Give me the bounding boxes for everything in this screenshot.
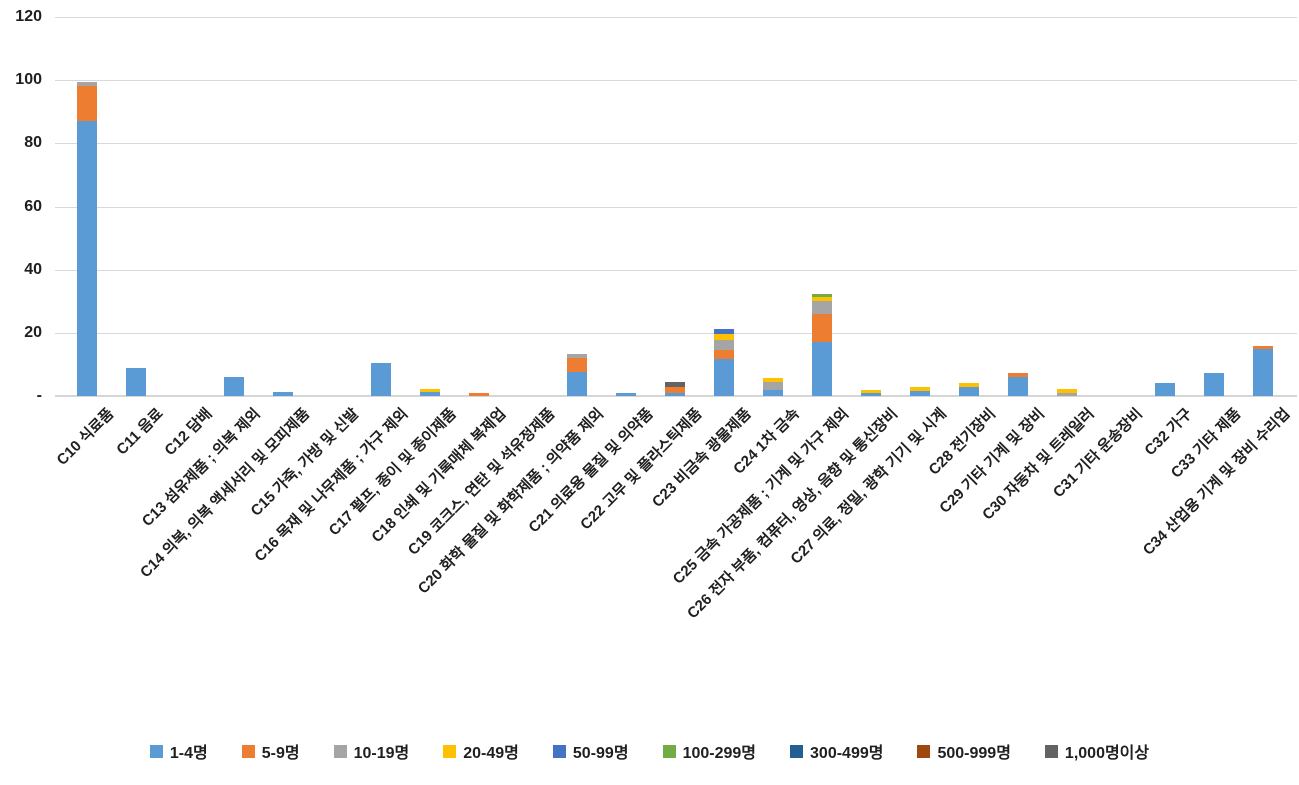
bar-segment — [77, 86, 97, 122]
legend-label: 5-9명 — [261, 745, 300, 762]
bar-segment — [567, 371, 587, 396]
bar-segment — [567, 353, 587, 359]
legend-swatch-icon — [790, 744, 804, 758]
legend-swatch-icon — [149, 744, 163, 758]
bar-segment — [420, 389, 440, 392]
bar-segment — [1253, 348, 1273, 396]
legend-swatch-icon — [552, 744, 566, 758]
bar-segment — [616, 392, 636, 396]
legend-label: 300-499명 — [810, 745, 884, 762]
bar-segment — [812, 300, 832, 315]
bar-segment — [665, 387, 685, 394]
bar-segment — [224, 377, 244, 396]
legend-label: 100-299명 — [682, 745, 757, 762]
bar-segment — [77, 81, 97, 87]
legend-label: 10-19명 — [353, 745, 410, 762]
y-tick-label: 100 — [15, 71, 42, 89]
legend-swatch-icon — [1044, 744, 1058, 758]
bar-segment — [665, 393, 685, 396]
legend-item: 300-499명 — [790, 739, 883, 763]
bar-segment — [273, 392, 293, 396]
legend-item: 1,000명이상 — [1044, 739, 1150, 763]
gridline — [55, 206, 1297, 208]
y-tick-label: 40 — [24, 260, 42, 278]
bar-segment — [1057, 389, 1077, 393]
legend: 1-4명 5-9명 10-19명 20-49명 50-99명 100-299명 300-49… — [0, 736, 1299, 766]
bar-segment — [714, 329, 734, 334]
category-label: C11 음료 — [112, 405, 167, 459]
legend-item: 5-9명 — [241, 739, 300, 763]
legend-item: 10-19명 — [333, 739, 410, 763]
bar-segment — [1253, 345, 1273, 349]
bar-segment — [812, 341, 832, 396]
bar-segment — [1204, 372, 1224, 396]
bar-segment — [1008, 372, 1028, 377]
bar-segment — [714, 349, 734, 360]
legend-swatch-icon — [443, 744, 457, 758]
legend-item: 50-99명 — [552, 739, 629, 763]
gridline — [55, 17, 1297, 18]
gridline — [55, 143, 1297, 145]
legend-swatch-icon — [662, 744, 676, 758]
category-label: C10 식료품 — [53, 405, 118, 469]
bar-segment — [714, 339, 734, 350]
gridline — [55, 80, 1297, 82]
legend-item: 100-299명 — [662, 739, 757, 763]
y-tick-label: - — [36, 387, 42, 404]
bar-segment — [812, 297, 832, 301]
legend-label: 50-99명 — [572, 745, 629, 762]
bar-segment — [763, 382, 783, 390]
y-tick-label: 120 — [15, 8, 42, 25]
bar-segment — [959, 382, 979, 388]
bar-segment — [910, 390, 930, 396]
legend-item: 20-49명 — [443, 739, 519, 763]
bar-segment — [812, 294, 832, 298]
bar-segment — [812, 314, 832, 342]
bar-segment — [469, 392, 489, 396]
bar-segment — [77, 121, 97, 396]
legend-item: 500-999명 — [917, 739, 1011, 763]
legend-swatch-icon — [241, 744, 255, 758]
bar-segment — [861, 393, 881, 396]
bar-segment — [1008, 376, 1028, 396]
bar-segment — [910, 386, 930, 391]
bar-segment — [763, 378, 783, 383]
bar-segment — [567, 358, 587, 372]
bar-segment — [1057, 392, 1077, 396]
bar-segment — [959, 387, 979, 396]
gridline — [55, 332, 1297, 334]
legend-swatch-icon — [333, 744, 347, 758]
gridline — [55, 269, 1297, 271]
y-tick-label: 80 — [24, 134, 42, 152]
bar-segment — [763, 389, 783, 396]
y-tick-label: 20 — [24, 323, 42, 341]
bar-segment — [420, 391, 440, 396]
bar-segment — [371, 363, 391, 396]
legend-swatch-icon — [917, 744, 931, 758]
x-axis-line — [55, 395, 1297, 397]
bar-segment — [861, 389, 881, 394]
legend-label: 500-999명 — [937, 745, 1011, 762]
legend-label: 1,000명이상 — [1064, 745, 1150, 762]
legend-item: 1-4명 — [149, 739, 208, 763]
bar-segment — [126, 367, 146, 396]
legend-label: 1-4명 — [169, 745, 208, 762]
y-tick-label: 60 — [24, 197, 42, 215]
bar-segment — [665, 382, 685, 388]
bar-segment — [1155, 382, 1175, 396]
bar-segment — [714, 333, 734, 340]
bar-segment — [714, 359, 734, 396]
legend-label: 20-49명 — [463, 745, 519, 762]
